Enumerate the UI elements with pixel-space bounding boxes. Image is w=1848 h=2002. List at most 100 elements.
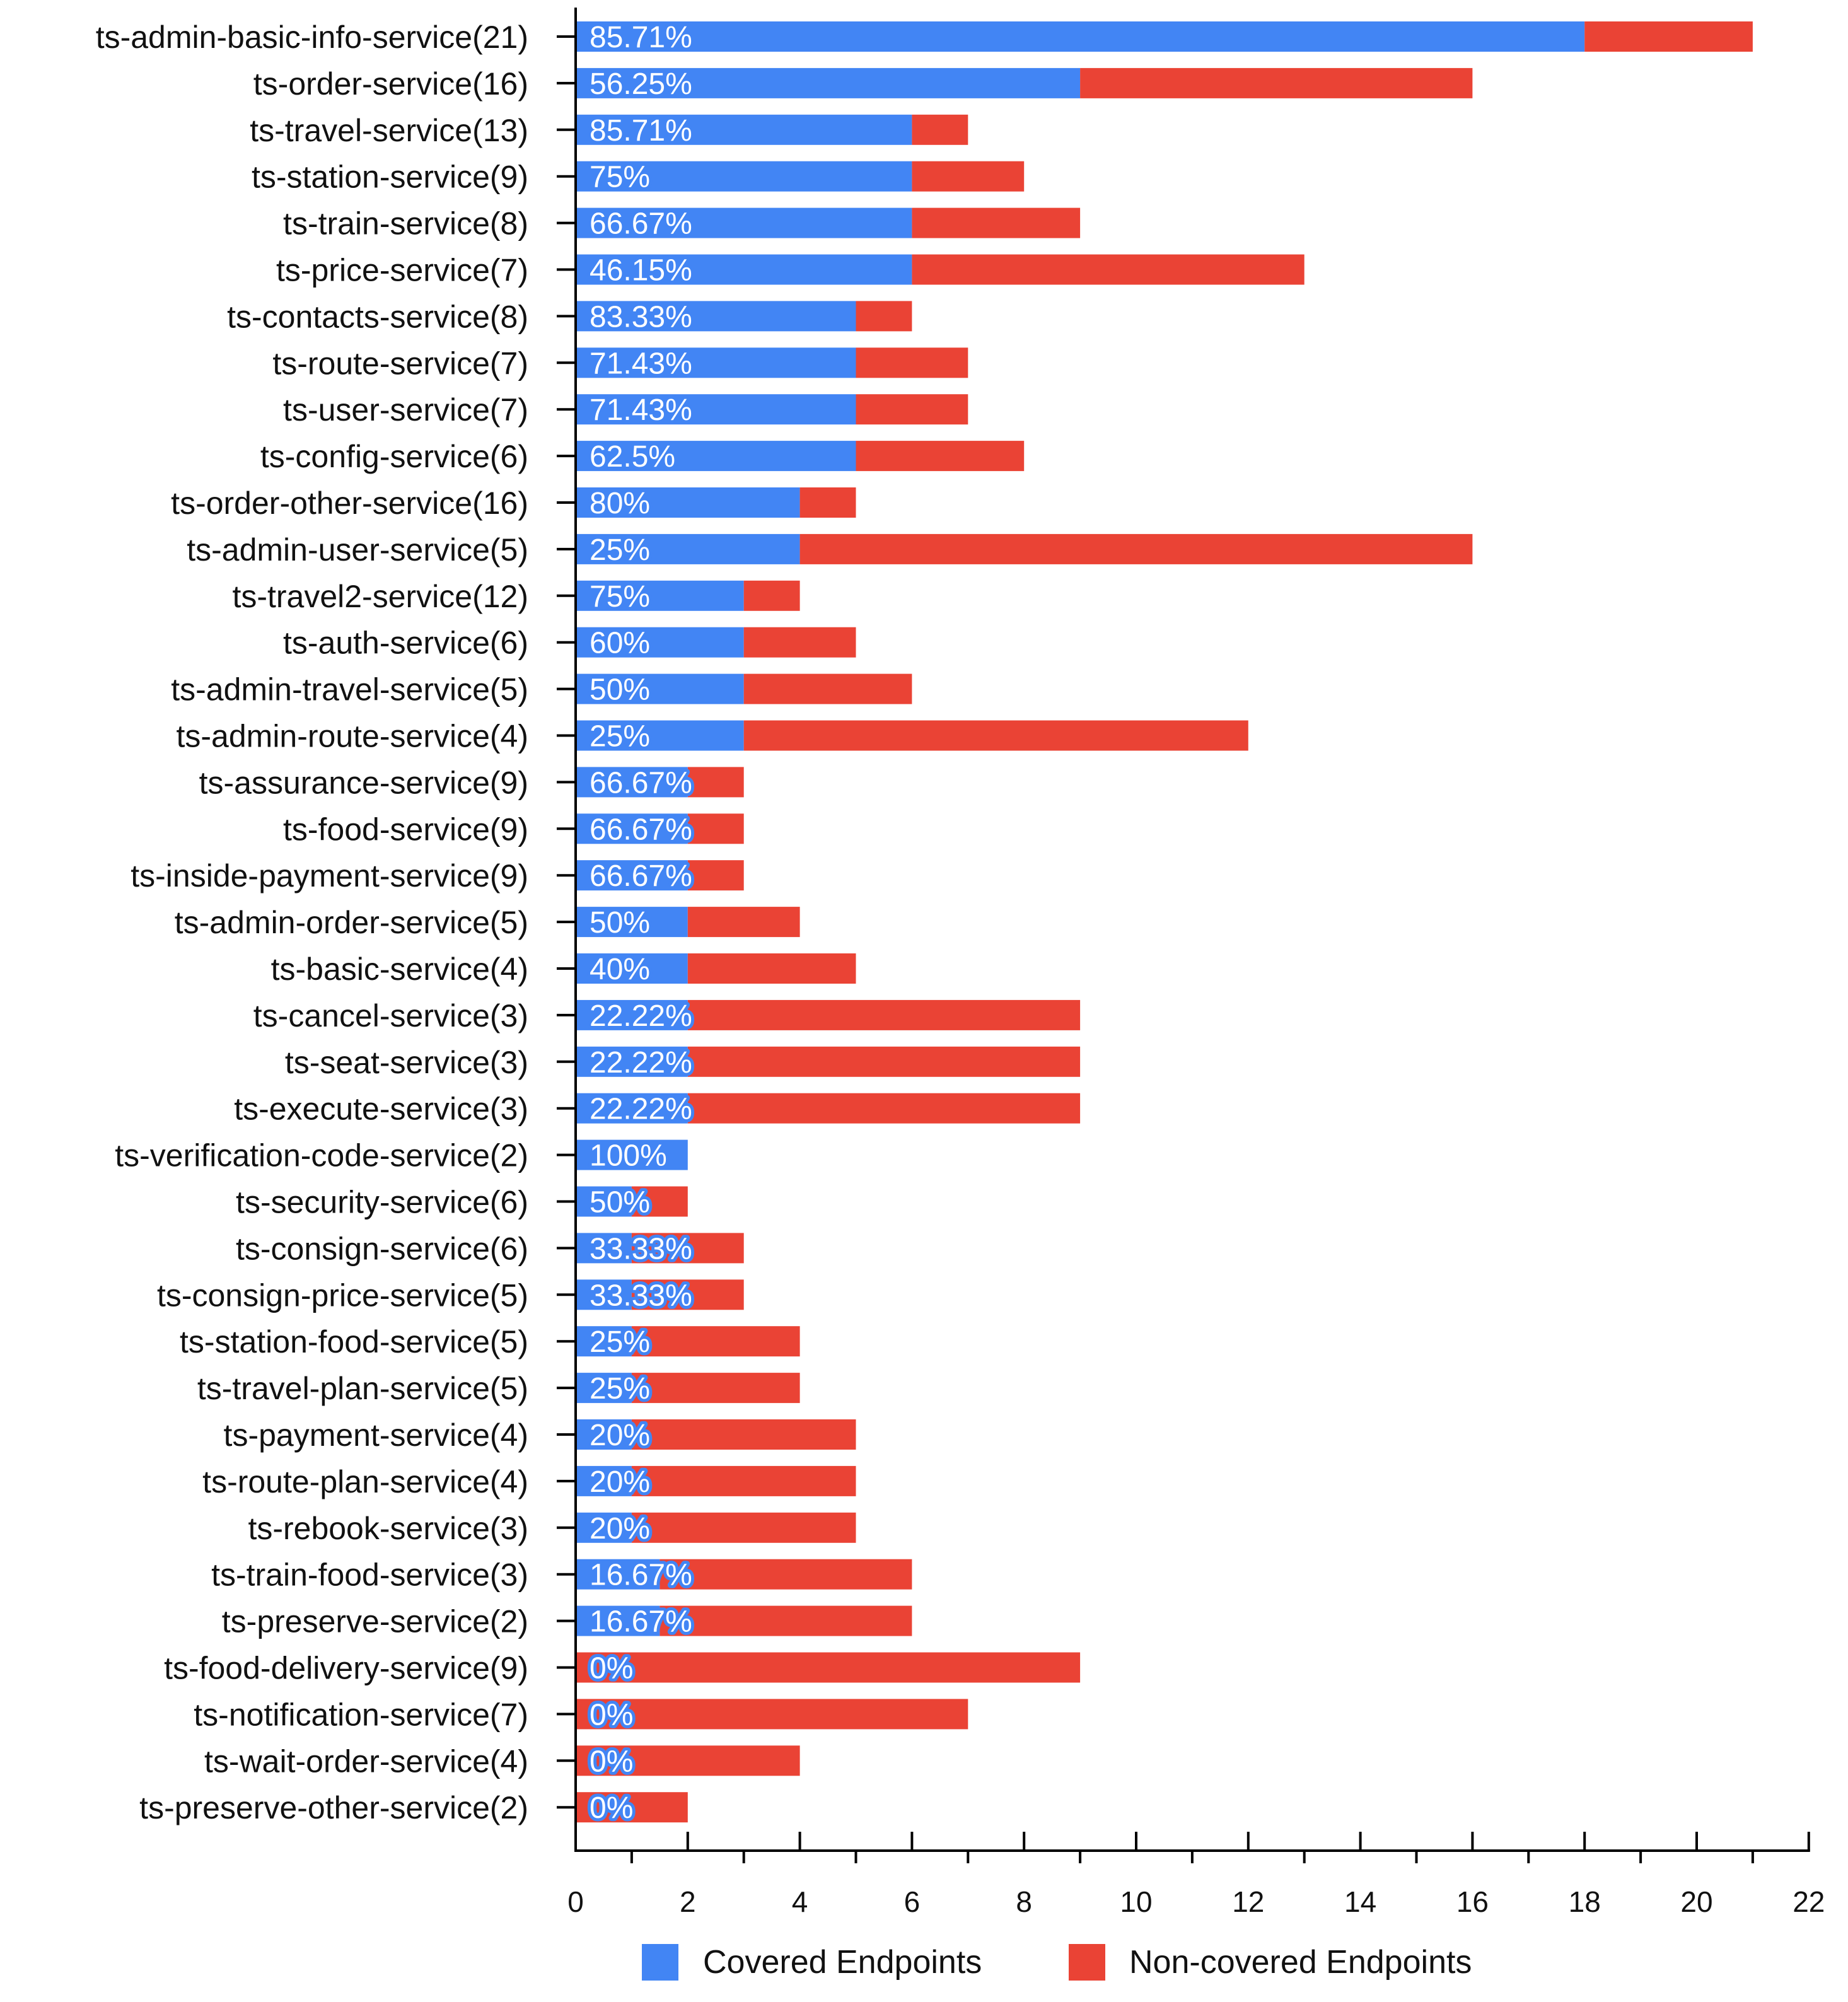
category-label: ts-seat-service(3) [285, 1045, 528, 1080]
bar-non-covered [856, 347, 968, 378]
bar-non-covered [687, 1093, 1081, 1124]
coverage-label: 46.15% [590, 254, 692, 288]
bar-non-covered [912, 114, 968, 145]
category-label: ts-admin-basic-info-service(21) [96, 20, 528, 55]
bar-covered [576, 627, 744, 658]
category-label: ts-verification-code-service(2) [115, 1138, 528, 1173]
bar-covered [576, 394, 856, 425]
bar-non-covered [631, 1512, 856, 1543]
legend: Covered Endpoints Non-covered Endpoints [642, 1944, 1472, 1981]
coverage-label: 22.22% [590, 1046, 692, 1080]
bar-non-covered [631, 1186, 688, 1217]
coverage-label: 50% [590, 906, 650, 940]
category-label: ts-food-service(9) [283, 812, 528, 847]
category-label: ts-price-service(7) [276, 253, 528, 288]
bar-covered [576, 1465, 632, 1496]
category-label: ts-user-service(7) [283, 392, 528, 428]
legend-label-non-covered: Non-covered Endpoints [1129, 1944, 1472, 1981]
bar-non-covered [631, 1465, 856, 1496]
bar-covered [576, 533, 800, 564]
category-label: ts-execute-service(3) [234, 1091, 528, 1127]
category-label: ts-route-plan-service(4) [202, 1464, 528, 1499]
x-tick-label: 4 [792, 1885, 808, 1918]
bar-covered [576, 1605, 660, 1636]
bar-non-covered [1080, 67, 1473, 98]
x-tick-label: 12 [1232, 1885, 1264, 1918]
bar-covered [576, 720, 744, 751]
category-label: ts-admin-travel-service(5) [171, 672, 528, 707]
category-label: ts-notification-service(7) [194, 1697, 528, 1732]
bar-covered [576, 673, 744, 704]
category-label: ts-inside-payment-service(9) [131, 858, 528, 893]
x-tick-label: 6 [904, 1885, 921, 1918]
coverage-label: 85.71% [590, 21, 692, 54]
category-label: ts-preserve-service(2) [222, 1604, 528, 1639]
category-label: ts-config-service(6) [260, 439, 528, 474]
bar-covered [576, 1279, 632, 1310]
x-tick-label: 8 [1016, 1885, 1032, 1918]
x-tick-label: 0 [567, 1885, 584, 1918]
bar-covered [576, 999, 688, 1030]
bar-covered [576, 1046, 688, 1077]
bar-covered [576, 860, 688, 891]
bar-non-covered [743, 673, 912, 704]
coverage-label: 83.33% [590, 300, 692, 334]
category-label: ts-basic-service(4) [271, 952, 528, 987]
category-label: ts-rebook-service(3) [248, 1511, 528, 1546]
bar-covered [576, 1559, 660, 1590]
category-label: ts-order-other-service(16) [171, 486, 528, 521]
coverage-labels-group: 85.71% 56.25% 85.71% 75% 66.67% 46.15% 83.33% 7… [586, 18, 695, 1828]
category-label: ts-train-service(8) [283, 206, 528, 242]
coverage-label: 50% [590, 673, 650, 707]
bar-non-covered [631, 1419, 856, 1450]
bar-covered [576, 254, 912, 285]
coverage-label: 20% [590, 1512, 650, 1545]
category-label: ts-preserve-other-service(2) [139, 1790, 528, 1825]
x-tick-label: 10 [1120, 1885, 1152, 1918]
bar-covered [576, 21, 1585, 52]
x-tick-label: 22 [1793, 1885, 1825, 1918]
bar-non-covered [631, 1326, 800, 1357]
x-tick-label: 2 [680, 1885, 696, 1918]
bar-covered [576, 907, 688, 938]
bar-covered [576, 1373, 632, 1404]
coverage-label: 56.25% [590, 67, 692, 101]
category-label: ts-payment-service(4) [224, 1417, 528, 1453]
bar-non-covered [799, 487, 856, 518]
coverage-label: 0% [590, 1698, 633, 1731]
category-label: ts-security-service(6) [236, 1185, 528, 1220]
x-tick-label: 16 [1456, 1885, 1489, 1918]
coverage-label: 66.67% [590, 207, 692, 241]
legend-label-covered: Covered Endpoints [703, 1944, 982, 1981]
bar-non-covered [1584, 21, 1753, 52]
bar-non-covered [631, 1279, 744, 1310]
coverage-label: 66.67% [590, 766, 692, 800]
category-labels-group: ts-admin-basic-info-service(21) ts-order-… [96, 20, 528, 1825]
bar-non-covered [660, 1559, 912, 1590]
bar-non-covered [687, 813, 744, 844]
x-ticks-group: 0 2 4 6 8 10 12 14 16 18 20 22 [567, 1885, 1825, 1918]
category-label: ts-travel-plan-service(5) [197, 1371, 528, 1406]
legend-swatch-non-covered [1069, 1944, 1105, 1981]
bar-non-covered [856, 441, 1025, 472]
bar-covered [576, 813, 688, 844]
bar-non-covered [912, 254, 1305, 285]
bar-non-covered [912, 207, 1081, 238]
category-label: ts-contacts-service(8) [227, 299, 528, 334]
x-tick-label: 18 [1569, 1885, 1601, 1918]
bar-non-covered [687, 860, 744, 891]
coverage-label: 66.67% [590, 859, 692, 893]
bar-covered [576, 301, 856, 332]
coverage-label: 100% [590, 1139, 667, 1173]
coverage-label: 25% [590, 1325, 650, 1359]
category-label: ts-station-service(9) [252, 160, 528, 195]
bar-non-covered [912, 161, 1025, 192]
bar-covered [576, 1326, 632, 1357]
bar-covered [576, 114, 912, 145]
category-label: ts-station-food-service(5) [180, 1324, 528, 1359]
coverage-label: 60% [590, 627, 650, 660]
coverage-label: 0% [590, 1745, 633, 1778]
coverage-label: 25% [590, 533, 650, 567]
bars-group [576, 21, 1753, 1823]
